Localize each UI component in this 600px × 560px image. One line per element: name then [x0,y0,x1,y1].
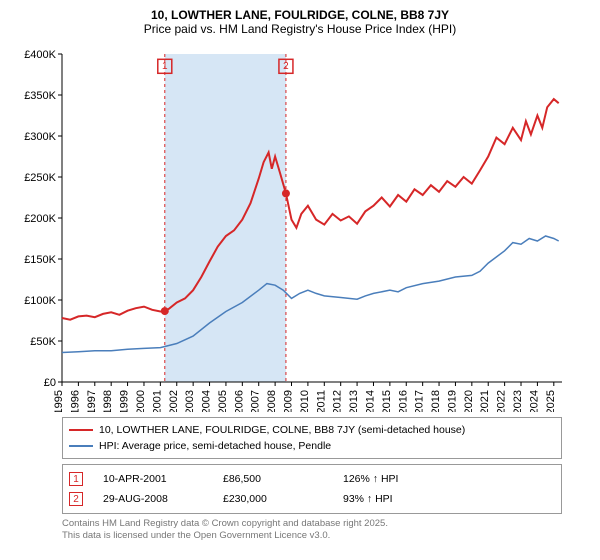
x-tick-label: 2011 [315,390,327,412]
x-tick-label: 2000 [135,390,147,412]
x-tick-label: 2001 [151,390,163,412]
x-tick-label: 2019 [446,390,458,412]
transaction-date: 10-APR-2001 [103,473,203,485]
legend-label: HPI: Average price, semi-detached house,… [99,440,331,452]
shaded-band [165,54,286,382]
x-tick-label: 2009 [283,390,295,412]
x-tick-label: 2022 [496,390,508,412]
line-chart-svg: £0 £50K £100K £150K £200K £250K £300K £350K £400… [10,42,590,412]
x-tick-label: 2013 [348,390,360,412]
x-tick-label: 2016 [397,390,409,412]
chart-area: £0 £50K £100K £150K £200K £250K £300K £350K £400… [10,42,590,412]
transaction-marker: 2 [69,492,83,506]
x-tick-label: 2004 [201,390,213,412]
x-tick-label: 1997 [86,390,98,412]
x-tick-label: 2005 [217,390,229,412]
marker-number: 1 [162,61,168,72]
marker-dot [282,189,290,197]
x-tick-label: 2023 [512,390,524,412]
y-tick-label: £50K [30,336,56,348]
x-tick-label: 2007 [250,390,262,412]
y-tick-label: £400K [24,49,56,61]
license-text: Contains HM Land Registry data © Crown c… [62,518,562,543]
transaction-row: 1 10-APR-2001 £86,500 126% ↑ HPI [69,469,555,489]
transaction-price: £230,000 [223,493,323,505]
x-tick-label: 2021 [479,390,491,412]
y-tick-label: £350K [24,90,56,102]
legend-row: HPI: Average price, semi-detached house,… [69,438,555,454]
y-tick-label: £300K [24,131,56,143]
x-tick-label: 2010 [299,390,311,412]
x-tick-label: 2018 [430,390,442,412]
transaction-date: 29-AUG-2008 [103,493,203,505]
marker-dot [161,307,169,315]
legend-box: 10, LOWTHER LANE, FOULRIDGE, COLNE, BB8 … [62,417,562,459]
x-tick-label: 2003 [184,390,196,412]
transaction-row: 2 29-AUG-2008 £230,000 93% ↑ HPI [69,489,555,509]
legend-swatch [69,429,93,431]
x-tick-label: 2012 [332,390,344,412]
x-tick-label: 2015 [381,390,393,412]
transaction-delta: 93% ↑ HPI [343,493,443,505]
x-tick-label: 2008 [266,390,278,412]
license-line-2: This data is licensed under the Open Gov… [62,530,330,541]
y-tick-label: £200K [24,213,56,225]
x-tick-label: 2017 [414,390,426,412]
x-tick-label: 1999 [119,390,131,412]
series-property [62,99,559,320]
transaction-marker: 1 [69,472,83,486]
x-tick-label: 1998 [102,390,114,412]
x-tick-label: 2014 [364,390,376,412]
transaction-delta: 126% ↑ HPI [343,473,443,485]
license-line-1: Contains HM Land Registry data © Crown c… [62,518,388,529]
x-tick-label: 1996 [69,390,81,412]
x-tick-label: 2006 [233,390,245,412]
transactions-box: 1 10-APR-2001 £86,500 126% ↑ HPI 2 29-AUG-200… [62,464,562,514]
x-tick-label: 2002 [168,390,180,412]
chart-container: 10, LOWTHER LANE, FOULRIDGE, COLNE, BB8 … [0,0,600,547]
x-tick-label: 1995 [53,390,65,412]
legend-row: 10, LOWTHER LANE, FOULRIDGE, COLNE, BB8 … [69,422,555,438]
x-tick-label: 2020 [463,390,475,412]
title-line-2: Price paid vs. HM Land Registry's House … [10,22,590,36]
y-tick-label: £150K [24,254,56,266]
x-tick-label: 2025 [545,390,557,412]
title-line-1: 10, LOWTHER LANE, FOULRIDGE, COLNE, BB8 … [10,8,590,22]
x-tick-label: 2024 [528,390,540,412]
marker-number: 2 [283,61,289,72]
legend-swatch [69,445,93,447]
y-tick-label: £100K [24,295,56,307]
series-hpi [62,236,559,353]
legend-label: 10, LOWTHER LANE, FOULRIDGE, COLNE, BB8 … [99,424,465,436]
transaction-price: £86,500 [223,473,323,485]
title-block: 10, LOWTHER LANE, FOULRIDGE, COLNE, BB8 … [10,8,590,36]
y-tick-label: £250K [24,172,56,184]
y-tick-label: £0 [44,377,56,389]
